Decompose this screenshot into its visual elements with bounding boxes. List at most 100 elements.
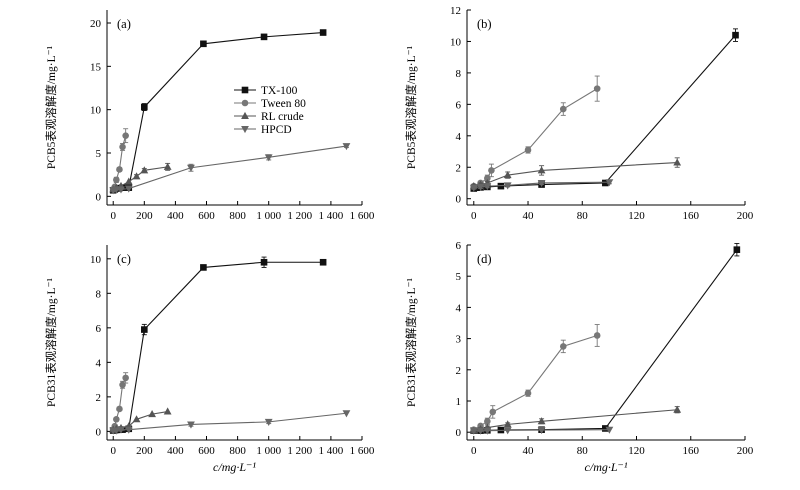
data-point [200,40,207,48]
x-tick-label: 800 [229,210,246,222]
data-point [593,332,601,339]
data-point [124,185,133,193]
y-tick-label: 5 [456,271,462,283]
chart-panel-c: 0 200 400 600 800 1 000 1 200 1 400 1 600 0 2 4 6 8 10… [44,245,375,474]
x-tick-label: 400 [167,210,184,222]
data-point [187,421,195,429]
series-line [113,261,324,432]
data-point [260,258,268,266]
data-point [537,417,546,425]
y-tick-label: 5 [96,148,102,160]
y-tick-label: 2 [456,162,462,174]
x-tick-label: 200 [136,210,153,222]
data-point [117,426,125,434]
data-point [503,171,512,179]
series-tween-80 [470,324,601,434]
data-point [476,427,485,435]
x-tick-label: 0 [471,445,477,457]
x-tick-label: 0 [471,210,477,222]
data-point [122,374,129,382]
series-hpcd [109,143,351,195]
x-tick-label: 80 [577,445,589,457]
data-point [119,381,126,389]
data-point [140,166,149,174]
data-point [488,167,495,174]
data-point [469,184,478,192]
y-tick-label: 2 [96,392,102,404]
legend-marker [241,111,249,119]
series-tx-100 [109,256,327,434]
data-point [489,408,497,416]
data-point [342,410,351,418]
data-point [141,103,148,111]
series-line [473,34,736,189]
data-point [559,105,567,113]
data-point [163,407,172,415]
data-point [476,183,485,192]
x-tick-label: 200 [136,445,153,457]
data-point [264,154,273,162]
data-point [673,158,682,166]
x-tick-label: 600 [198,445,215,457]
x-tick-label: 200 [737,445,754,457]
data-point [559,343,567,350]
x-tick-label: 1 200 [287,210,312,222]
data-point [537,166,546,174]
y-tick-label: 1 [456,396,462,408]
legend-label: HPCD [261,124,292,136]
data-point [260,33,268,41]
data-point [187,164,195,172]
y-axis-label: PCB5表观溶解度/mg·L⁻¹ [44,45,58,169]
x-tick-label: 160 [683,210,700,222]
data-point [342,143,351,151]
data-point [483,183,492,191]
data-point [732,31,739,39]
y-tick-label: 15 [90,61,102,73]
x-tick-label: 40 [523,210,535,222]
series-tween-80 [470,75,601,190]
legend-label: TX-100 [261,85,298,97]
data-point [116,405,123,413]
y-tick-label: 0 [456,194,462,206]
data-point [116,166,123,173]
y-tick-label: 4 [456,302,462,314]
y-tick-label: 6 [456,240,462,252]
data-point [124,177,133,185]
data-point [483,427,492,435]
x-tick-label: 1 400 [319,445,344,457]
y-tick-label: 8 [96,288,102,300]
x-tick-label: 1 600 [350,210,375,222]
x-tick-label: 1 200 [287,445,312,457]
data-point [124,426,133,434]
x-tick-label: 80 [577,210,589,222]
legend-label: Tween 80 [261,98,306,110]
data-point [602,425,609,432]
chart-panel-b: 0 40 80 120 160 200 0 2 4 6 8 10 12 PCB5表观溶解度/mg·L⁻¹ (… [404,5,754,222]
data-point [113,176,120,184]
data-point [319,258,327,266]
series-tween-80 [109,372,129,433]
data-point [113,415,120,423]
data-point [264,418,273,426]
series-tx-100 [470,242,741,434]
panel-label: (d) [477,252,492,266]
x-tick-label: 120 [628,210,645,222]
series-hpcd [109,410,351,435]
legend-marker [241,126,249,134]
y-tick-label: 10 [90,254,102,266]
data-point [602,179,609,187]
x-axis-label: c/mg·L⁻¹ [213,460,256,474]
data-point [122,132,129,139]
y-axis-label: PCB31表观溶解度/mg·L⁻¹ [404,277,418,407]
x-tick-label: 800 [229,445,246,457]
x-axis-label: c/mg·L⁻¹ [585,460,628,474]
data-point [163,162,172,170]
y-axis-label: PCB31表观溶解度/mg·L⁻¹ [44,277,58,407]
x-tick-label: 200 [737,210,754,222]
y-tick-label: 3 [456,334,462,346]
y-tick-label: 4 [456,131,462,143]
x-tick-label: 160 [683,445,700,457]
data-point [733,246,741,253]
